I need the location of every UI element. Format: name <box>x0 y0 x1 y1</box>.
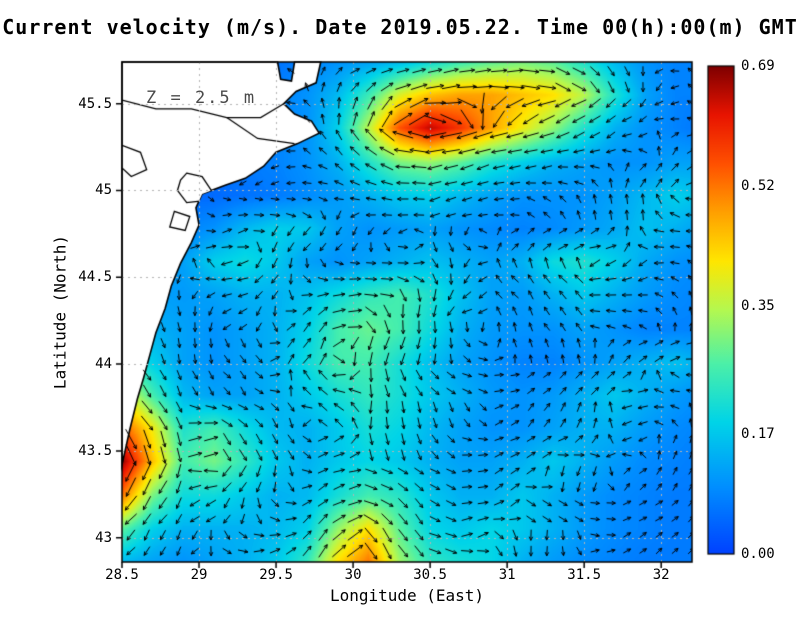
depth-annotation: Z = 2.5 m <box>146 88 257 108</box>
chart-title: Current velocity (m/s). Date 2019.05.22.… <box>2 15 798 39</box>
x-axis-label: Longitude (East) <box>329 586 485 605</box>
y-axis-label: Latitude (North) <box>50 234 70 390</box>
